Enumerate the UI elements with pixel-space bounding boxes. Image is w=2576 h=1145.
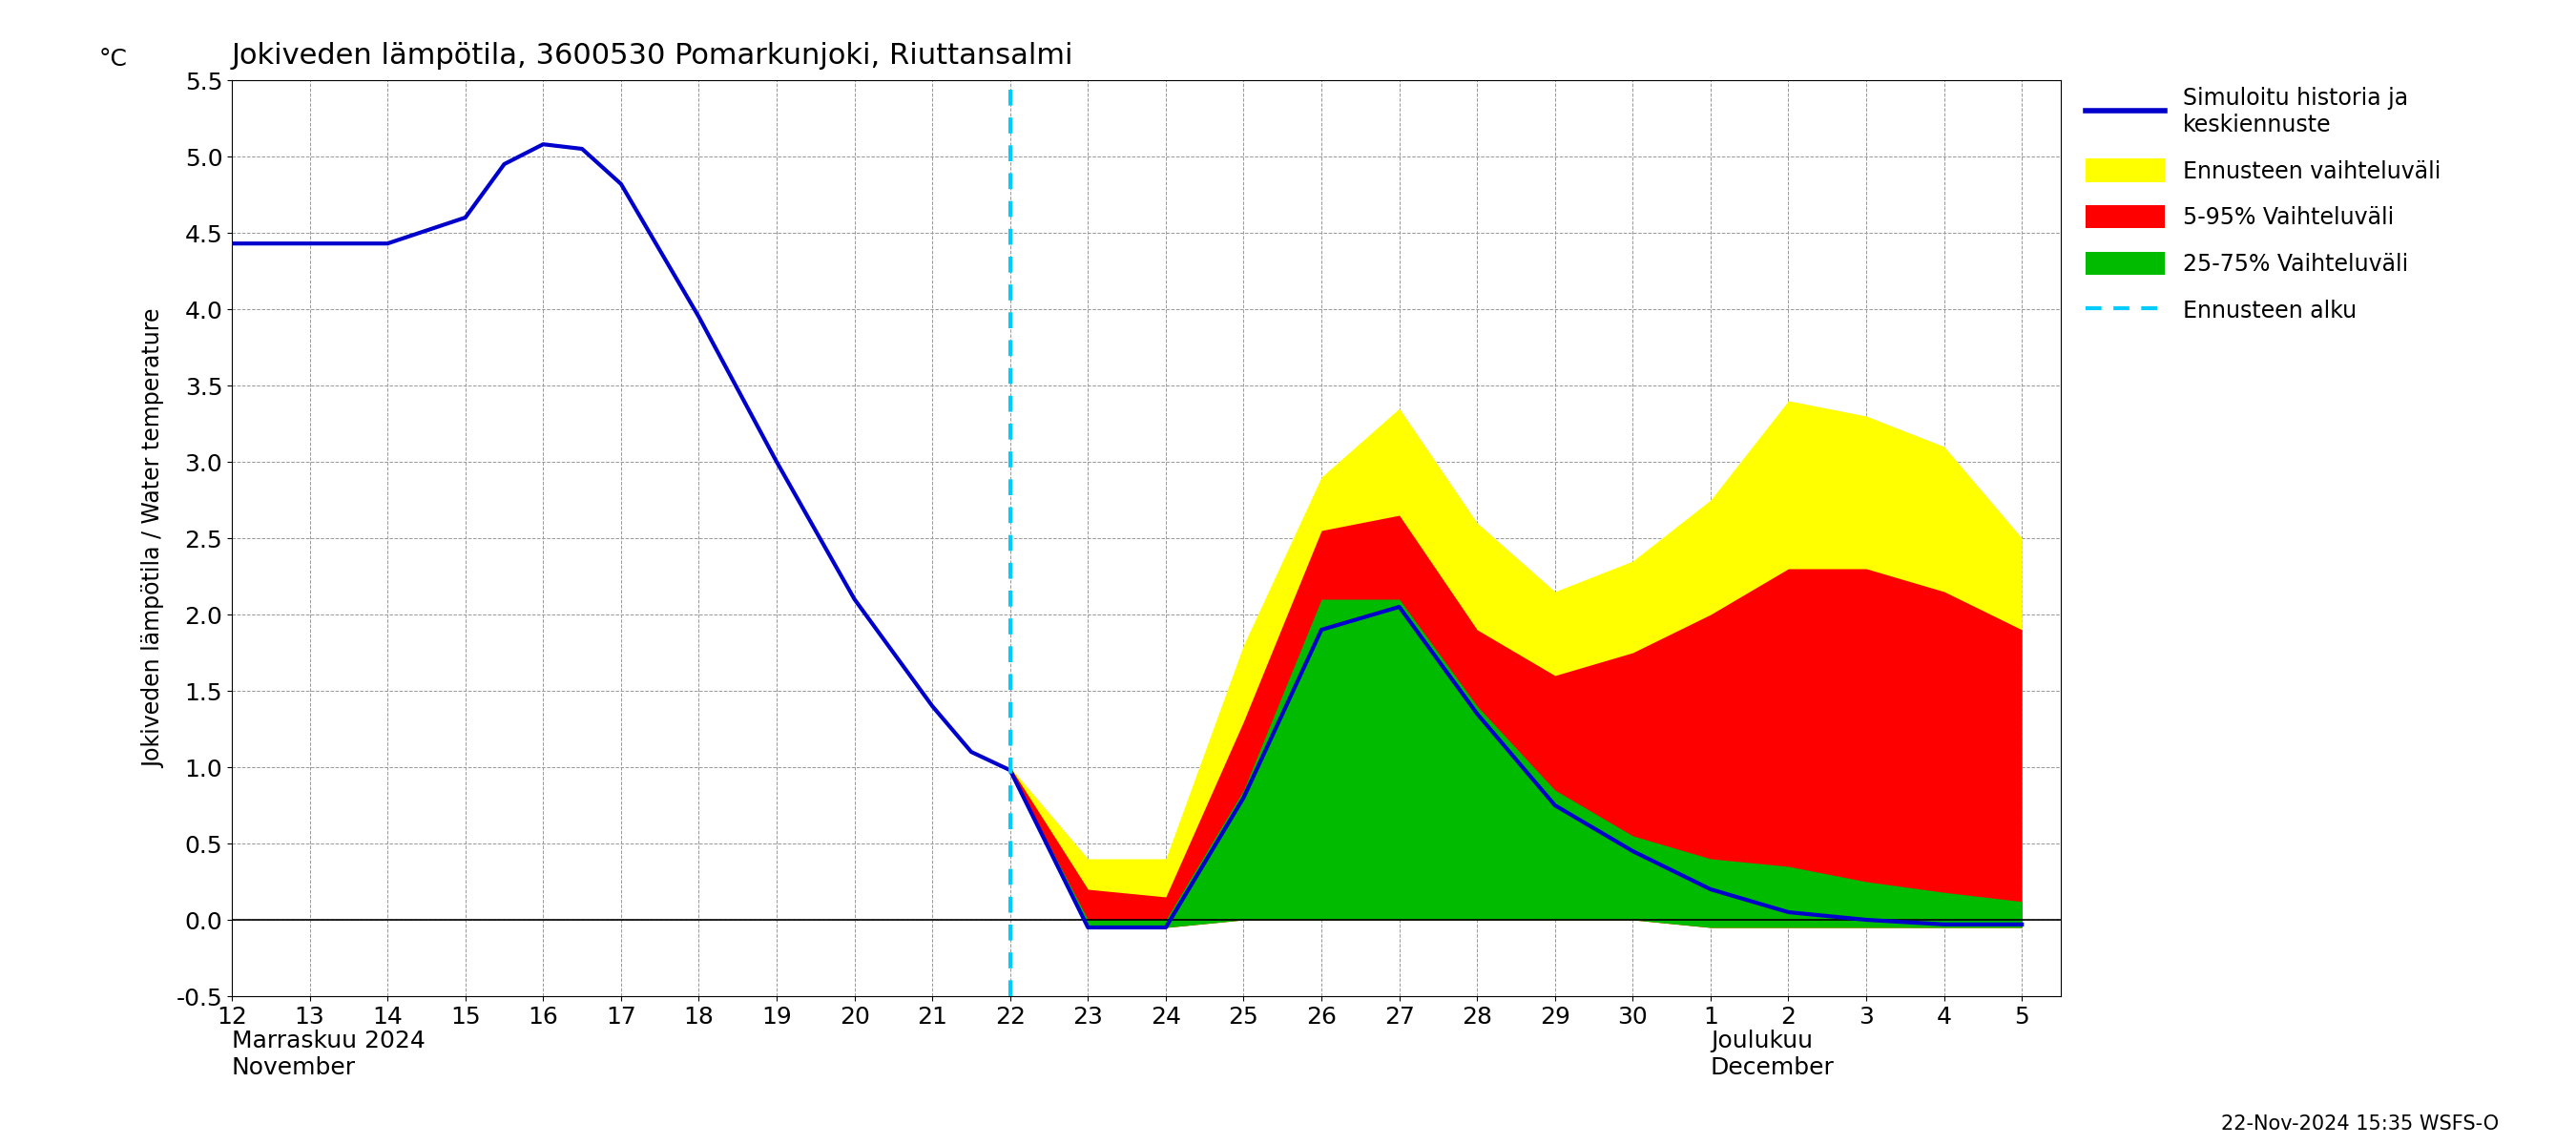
Legend: Simuloitu historia ja
keskiennuste, Ennusteen vaihteluväli, 5-95% Vaihteluväli, : Simuloitu historia ja keskiennuste, Ennu…: [2079, 80, 2447, 329]
Text: Marraskuu 2024
November: Marraskuu 2024 November: [232, 1029, 425, 1079]
Text: Jokiveden lämpötila, 3600530 Pomarkunjoki, Riuttansalmi: Jokiveden lämpötila, 3600530 Pomarkunjok…: [232, 42, 1074, 70]
Text: °C: °C: [98, 48, 126, 71]
Text: 22-Nov-2024 15:35 WSFS-O: 22-Nov-2024 15:35 WSFS-O: [2221, 1114, 2499, 1134]
Text: Joulukuu
December: Joulukuu December: [1710, 1029, 1834, 1079]
Y-axis label: Jokiveden lämpötila / Water temperature: Jokiveden lämpötila / Water temperature: [142, 308, 165, 768]
